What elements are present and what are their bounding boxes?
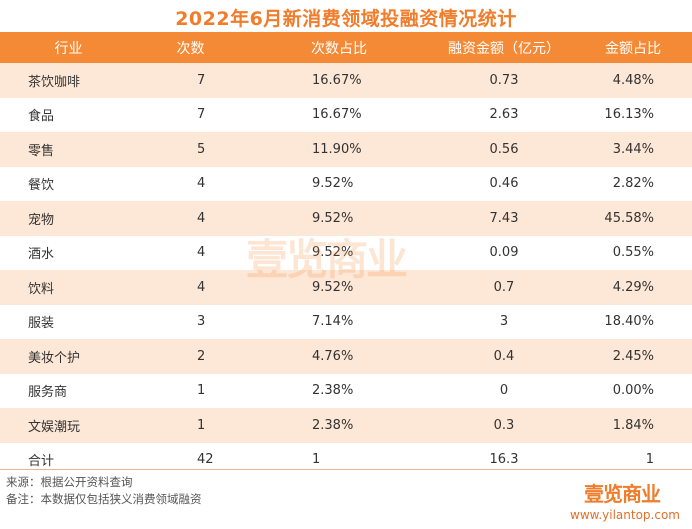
amount-cell: 0.09: [434, 235, 574, 270]
table-row: 服装 3 7.14% 3 18.40%: [0, 304, 692, 339]
amount-cell: 0: [434, 373, 574, 408]
footer-divider: [0, 469, 692, 470]
count-share-cell: 9.52%: [244, 166, 434, 201]
industry-cell: 饮料: [0, 270, 137, 305]
amount-cell: 0.7: [434, 270, 574, 305]
count-share-cell: 9.52%: [244, 235, 434, 270]
amount-share-cell: 2.45%: [574, 339, 692, 374]
amount-share-cell: 1: [574, 442, 692, 477]
page-title: 2022年6月新消费领域投融资情况统计: [175, 8, 517, 30]
count-share-cell: 2.38%: [244, 373, 434, 408]
count-cell: 7: [137, 63, 244, 98]
amount-cell: 2.63: [434, 97, 574, 132]
table-row: 美妆个护 2 4.76% 0.4 2.45%: [0, 339, 692, 374]
header-amount: 融资金额（亿元）: [434, 32, 574, 63]
source-note: 来源：根据公开资料查询: [6, 475, 133, 489]
count-share-cell: 7.14%: [244, 304, 434, 339]
table-row: 饮料 4 9.52% 0.7 4.29%: [0, 270, 692, 305]
brand-url: www.yilantop.com: [570, 508, 680, 522]
industry-cell: 零售: [0, 132, 137, 167]
count-cell: 1: [137, 408, 244, 443]
industry-cell: 服务商: [0, 373, 137, 408]
amount-cell: 16.3: [434, 442, 574, 477]
industry-cell: 文娱潮玩: [0, 408, 137, 443]
amount-cell: 3: [434, 304, 574, 339]
amount-share-cell: 3.44%: [574, 132, 692, 167]
count-share-cell: 16.67%: [244, 97, 434, 132]
header-count: 次数: [137, 32, 244, 63]
industry-cell: 美妆个护: [0, 339, 137, 374]
count-share-cell: 11.90%: [244, 132, 434, 167]
table-header-row: 行业 次数 次数占比 融资金额（亿元） 金额占比: [0, 32, 692, 63]
count-cell: 5: [137, 132, 244, 167]
count-cell: 3: [137, 304, 244, 339]
header-amount-share: 金额占比: [574, 32, 692, 63]
amount-share-cell: 4.48%: [574, 63, 692, 98]
amount-share-cell: 18.40%: [574, 304, 692, 339]
count-cell: 4: [137, 166, 244, 201]
amount-cell: 0.3: [434, 408, 574, 443]
industry-cell: 食品: [0, 97, 137, 132]
count-cell: 4: [137, 235, 244, 270]
table-row: 食品 7 16.67% 2.63 16.13%: [0, 97, 692, 132]
count-cell: 1: [137, 373, 244, 408]
industry-cell: 酒水: [0, 235, 137, 270]
industry-cell: 服装: [0, 304, 137, 339]
table-row: 文娱潮玩 1 2.38% 0.3 1.84%: [0, 408, 692, 443]
amount-share-cell: 45.58%: [574, 201, 692, 236]
table-row: 服务商 1 2.38% 0 0.00%: [0, 373, 692, 408]
amount-share-cell: 2.82%: [574, 166, 692, 201]
industry-cell: 合计: [0, 442, 137, 477]
count-share-cell: 1: [244, 442, 434, 477]
remark-note: 备注：本数据仅包括狭义消费领域融资: [6, 492, 202, 506]
stats-table: 行业 次数 次数占比 融资金额（亿元） 金额占比 茶饮咖啡 7 16.67% 0.73…: [0, 32, 692, 477]
industry-cell: 宠物: [0, 201, 137, 236]
count-share-cell: 2.38%: [244, 408, 434, 443]
table-row: 餐饮 4 9.52% 0.46 2.82%: [0, 166, 692, 201]
amount-share-cell: 16.13%: [574, 97, 692, 132]
count-cell: 4: [137, 201, 244, 236]
table-row: 茶饮咖啡 7 16.67% 0.73 4.48%: [0, 63, 692, 98]
amount-cell: 0.56: [434, 132, 574, 167]
brand-logo: 壹览商业: [584, 482, 661, 506]
industry-cell: 茶饮咖啡: [0, 63, 137, 98]
amount-cell: 0.46: [434, 166, 574, 201]
table-row: 零售 5 11.90% 0.56 3.44%: [0, 132, 692, 167]
amount-cell: 0.73: [434, 63, 574, 98]
count-cell: 4: [137, 270, 244, 305]
count-cell: 42: [137, 442, 244, 477]
amount-share-cell: 4.29%: [574, 270, 692, 305]
table-row: 酒水 4 9.52% 0.09 0.55%: [0, 235, 692, 270]
amount-share-cell: 1.84%: [574, 408, 692, 443]
header-count-share: 次数占比: [244, 32, 434, 63]
count-share-cell: 9.52%: [244, 201, 434, 236]
amount-share-cell: 0.55%: [574, 235, 692, 270]
table-body: 茶饮咖啡 7 16.67% 0.73 4.48% 食品 7 16.67% 2.63 16.13% 零…: [0, 63, 692, 477]
header-industry: 行业: [0, 32, 137, 63]
amount-share-cell: 0.00%: [574, 373, 692, 408]
count-cell: 2: [137, 339, 244, 374]
table-row: 合计 42 1 16.3 1: [0, 442, 692, 477]
count-share-cell: 9.52%: [244, 270, 434, 305]
table-row: 宠物 4 9.52% 7.43 45.58%: [0, 201, 692, 236]
count-share-cell: 4.76%: [244, 339, 434, 374]
industry-cell: 餐饮: [0, 166, 137, 201]
count-share-cell: 16.67%: [244, 63, 434, 98]
amount-cell: 0.4: [434, 339, 574, 374]
amount-cell: 7.43: [434, 201, 574, 236]
count-cell: 7: [137, 97, 244, 132]
